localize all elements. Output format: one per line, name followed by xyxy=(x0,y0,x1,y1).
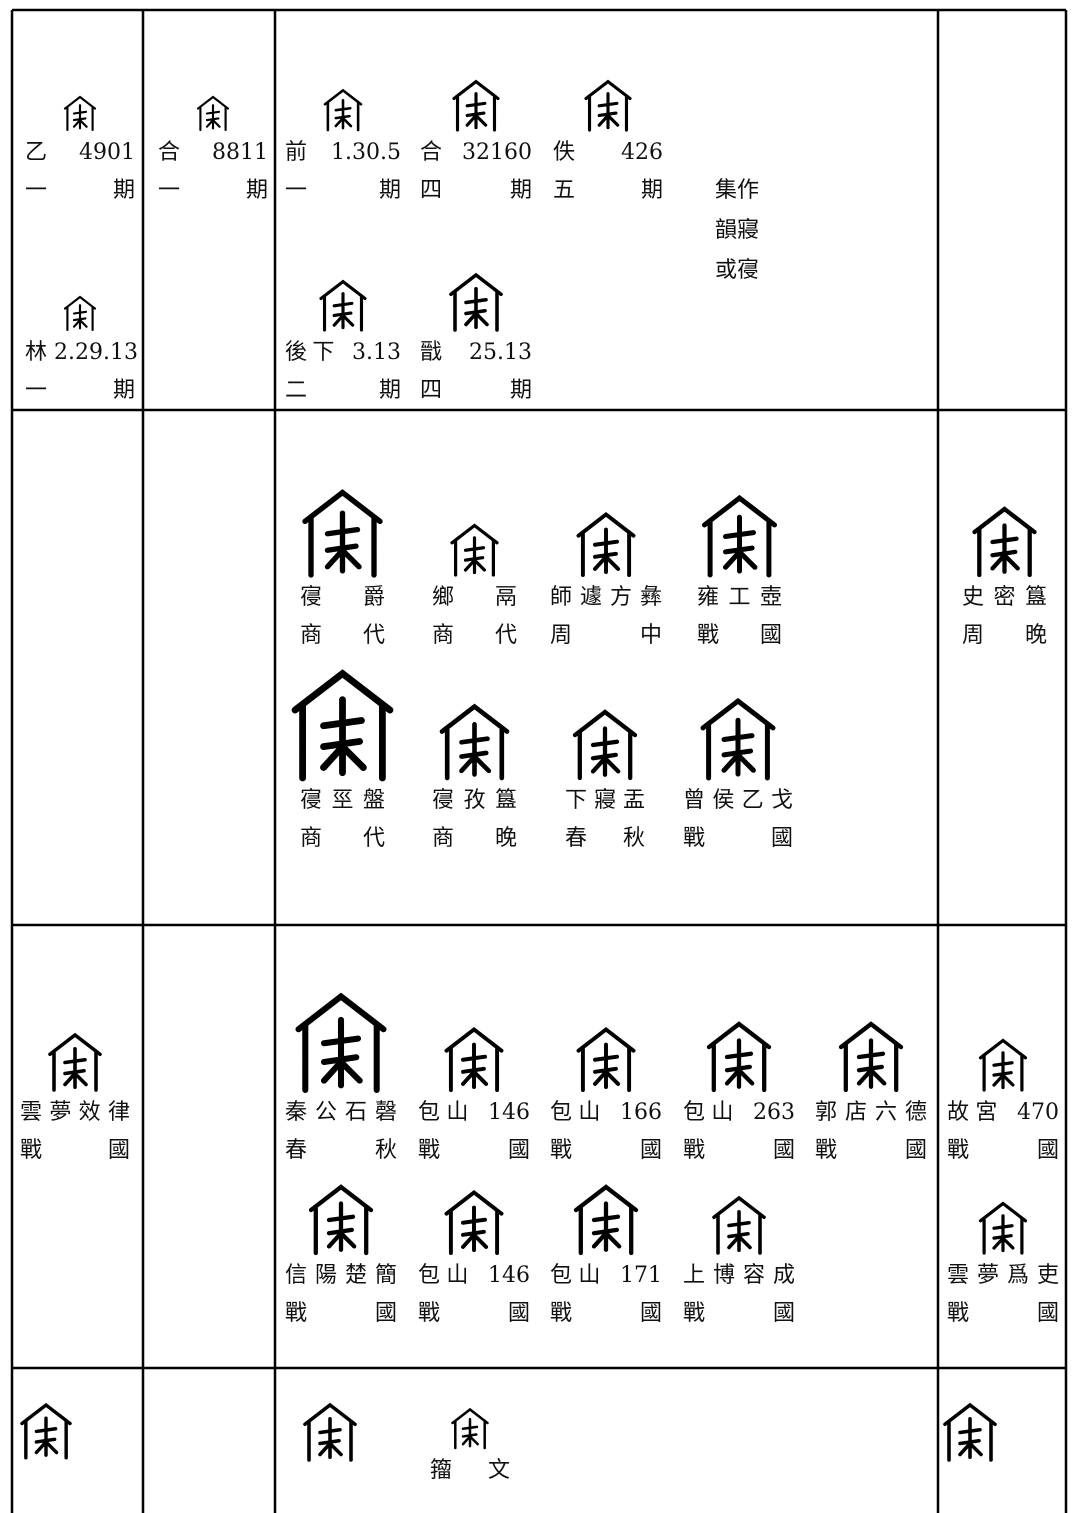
entry-period: 周中 xyxy=(550,623,662,648)
ancient-glyph xyxy=(451,1407,489,1450)
entry-period: 商晚 xyxy=(432,826,517,851)
entry-source: 籀文 xyxy=(430,1458,510,1483)
ancient-glyph xyxy=(439,703,510,781)
entry-source: 寑巠盤 xyxy=(300,788,385,813)
entry-period: 四期 xyxy=(420,378,532,403)
ancient-glyph xyxy=(308,1184,374,1256)
entry-period: 一期 xyxy=(158,178,268,203)
entry-source: 師遽方彝 xyxy=(550,585,662,610)
entry-period: 四期 xyxy=(420,178,532,203)
entry-period: 春秋 xyxy=(285,1138,397,1163)
ancient-glyph xyxy=(700,697,776,781)
entry-source: 佚 426 xyxy=(553,140,663,165)
entry-period: 戰國 xyxy=(20,1138,130,1163)
entry-period: 周晚 xyxy=(962,623,1047,648)
ancient-glyph xyxy=(48,1032,102,1092)
entry-source: 前 1.30.5 xyxy=(285,140,401,165)
ancient-glyph xyxy=(573,1184,639,1256)
note-line: 韻寢 xyxy=(715,218,760,243)
ancient-glyph xyxy=(20,1402,72,1460)
entry-source: 林 2.29.13 xyxy=(25,340,138,365)
ancient-glyph xyxy=(943,1402,997,1462)
ancient-glyph xyxy=(978,1038,1028,1092)
entry-source: 戩 25.13 xyxy=(420,340,532,365)
entry-source: 秦公石磬 xyxy=(285,1100,397,1125)
entry-source: 雲夢效律 xyxy=(20,1100,130,1125)
entry-source: 信陽楚簡 xyxy=(285,1263,397,1288)
entry-period: 商代 xyxy=(432,623,517,648)
ancient-glyph xyxy=(978,1201,1028,1255)
entry-source: 包山 146 xyxy=(418,1100,530,1125)
entry-period: 戰國 xyxy=(418,1301,530,1326)
entry-period: 戰國 xyxy=(947,1301,1059,1326)
entry-period: 戰國 xyxy=(285,1301,397,1326)
ancient-glyph xyxy=(302,489,383,578)
ancient-glyph xyxy=(196,95,230,132)
ancient-glyph xyxy=(303,1402,357,1462)
ancient-glyph xyxy=(449,272,503,332)
ancient-glyph xyxy=(319,279,367,332)
entry-source: 包山 166 xyxy=(550,1100,662,1125)
ancient-glyph xyxy=(452,79,500,132)
ancient-glyph xyxy=(572,709,638,781)
note-line: 集作 xyxy=(715,178,760,203)
ancient-glyph xyxy=(63,295,97,332)
ancient-glyph xyxy=(291,669,394,782)
ancient-glyph xyxy=(444,1190,504,1255)
entry-period: 戰國 xyxy=(683,1138,795,1163)
entry-source: 上博容成 xyxy=(683,1263,795,1288)
entry-source: 合 8811 xyxy=(158,140,268,165)
entry-source: 乙 4901 xyxy=(25,140,135,165)
entry-period: 戰國 xyxy=(697,623,782,648)
ancient-glyph xyxy=(838,1021,904,1093)
entry-source: 史密簋 xyxy=(962,585,1047,610)
ancient-glyph xyxy=(576,1027,636,1092)
ancient-glyph xyxy=(444,1027,504,1092)
entry-source: 故宮 470 xyxy=(947,1100,1059,1125)
entry-source: 雲夢爲吏 xyxy=(947,1263,1059,1288)
entry-source: 包山 171 xyxy=(550,1263,662,1288)
entry-period: 五期 xyxy=(553,178,663,203)
ancient-glyph xyxy=(63,95,97,132)
entry-period: 一期 xyxy=(25,378,135,403)
note-line: 或寑 xyxy=(715,258,760,283)
entry-period: 商代 xyxy=(300,623,385,648)
entry-period: 二期 xyxy=(285,378,401,403)
entry-period: 一期 xyxy=(285,178,401,203)
ancient-glyph xyxy=(295,992,387,1094)
entry-source: 後下 3.13 xyxy=(285,340,401,365)
ancient-glyph xyxy=(712,1195,766,1255)
entry-period: 戰國 xyxy=(683,1301,795,1326)
entry-period: 戰國 xyxy=(550,1301,662,1326)
entry-period: 商代 xyxy=(300,826,385,851)
entry-period: 春秋 xyxy=(565,826,645,851)
ancient-glyph xyxy=(323,88,363,132)
entry-source: 寑孜簋 xyxy=(432,788,517,813)
ancient-glyph xyxy=(702,494,777,578)
entry-source: 郭店六德 xyxy=(815,1100,927,1125)
entry-source: 包山 146 xyxy=(418,1263,530,1288)
entry-source: 寑爵 xyxy=(300,585,385,610)
ancient-glyph xyxy=(972,506,1037,578)
entry-period: 戰國 xyxy=(550,1138,662,1163)
entry-period: 戰國 xyxy=(418,1138,530,1163)
entry-period: 一期 xyxy=(25,178,135,203)
ancient-glyph xyxy=(576,512,636,577)
ancient-glyph xyxy=(706,1021,772,1093)
entry-source: 雍工壺 xyxy=(697,585,782,610)
entry-source: 曾侯乙戈 xyxy=(683,788,793,813)
entry-source: 包山 263 xyxy=(683,1100,795,1125)
entry-period: 戰國 xyxy=(683,826,793,851)
ancient-glyph xyxy=(584,79,632,132)
entry-period: 戰國 xyxy=(815,1138,927,1163)
ancient-glyph xyxy=(450,523,499,577)
entry-source: 鄉鬲 xyxy=(432,585,517,610)
entry-source: 下寢盂 xyxy=(565,788,645,813)
entry-period: 戰國 xyxy=(947,1138,1059,1163)
entry-source: 合 32160 xyxy=(420,140,532,165)
